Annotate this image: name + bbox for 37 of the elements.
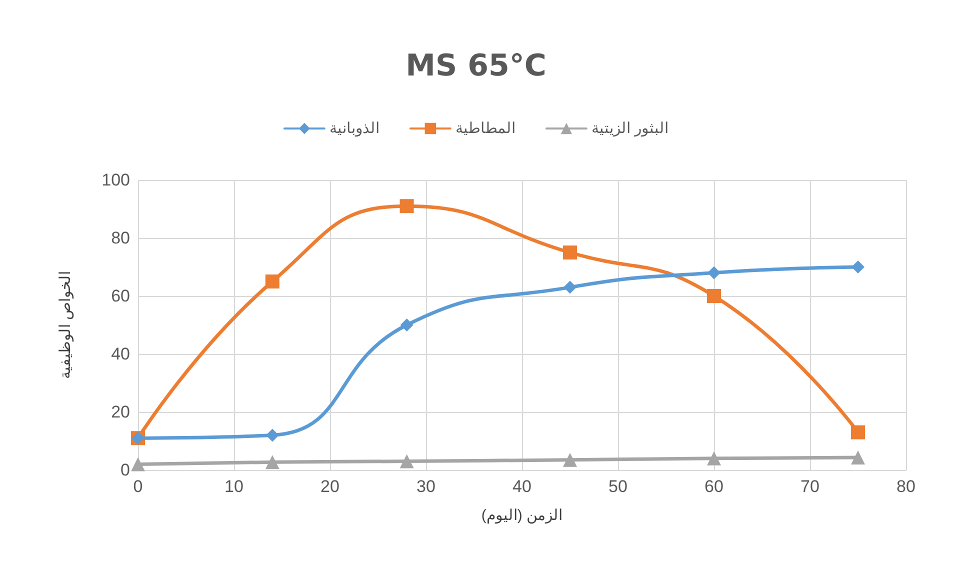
- legend-label: الذوبانية: [329, 120, 380, 137]
- chart-title: MS 65°C: [406, 48, 546, 84]
- x-tick-label: 0: [133, 477, 143, 496]
- x-tick-label: 60: [704, 477, 724, 496]
- y-tick-label: 0: [120, 460, 130, 480]
- point: [851, 425, 865, 440]
- point: [400, 199, 414, 214]
- x-axis-title: الزمن (اليوم): [481, 507, 563, 524]
- y-tick-label: 100: [102, 170, 130, 190]
- point: [265, 274, 280, 288]
- x-tick-label: 30: [416, 477, 436, 496]
- legend-label: البثور الزيتية: [591, 120, 669, 137]
- x-tick-label: 20: [320, 477, 340, 496]
- x-tick-label: 70: [800, 477, 820, 496]
- point: [563, 246, 577, 260]
- point: [563, 452, 577, 467]
- point: [265, 455, 280, 470]
- point: [708, 266, 720, 280]
- point: [131, 457, 145, 472]
- point: [707, 289, 721, 303]
- point: [852, 260, 864, 274]
- y-tick-label: 40: [111, 344, 130, 364]
- point: [400, 454, 414, 468]
- x-tick-label: 10: [224, 477, 244, 496]
- point: [266, 428, 279, 442]
- point: [400, 318, 414, 332]
- y-axis-title: الخواص الوظيفية: [57, 270, 74, 380]
- x-tick-label: 50: [608, 477, 628, 496]
- y-tick-label: 60: [111, 286, 130, 306]
- point: [564, 280, 576, 294]
- point: [851, 450, 865, 465]
- point: [707, 451, 721, 466]
- x-tick-label: 80: [896, 477, 916, 496]
- y-tick-label: 20: [111, 402, 130, 422]
- legend-label: المطاطية: [455, 120, 516, 137]
- y-tick-label: 80: [111, 228, 130, 248]
- x-tick-label: 40: [512, 477, 532, 496]
